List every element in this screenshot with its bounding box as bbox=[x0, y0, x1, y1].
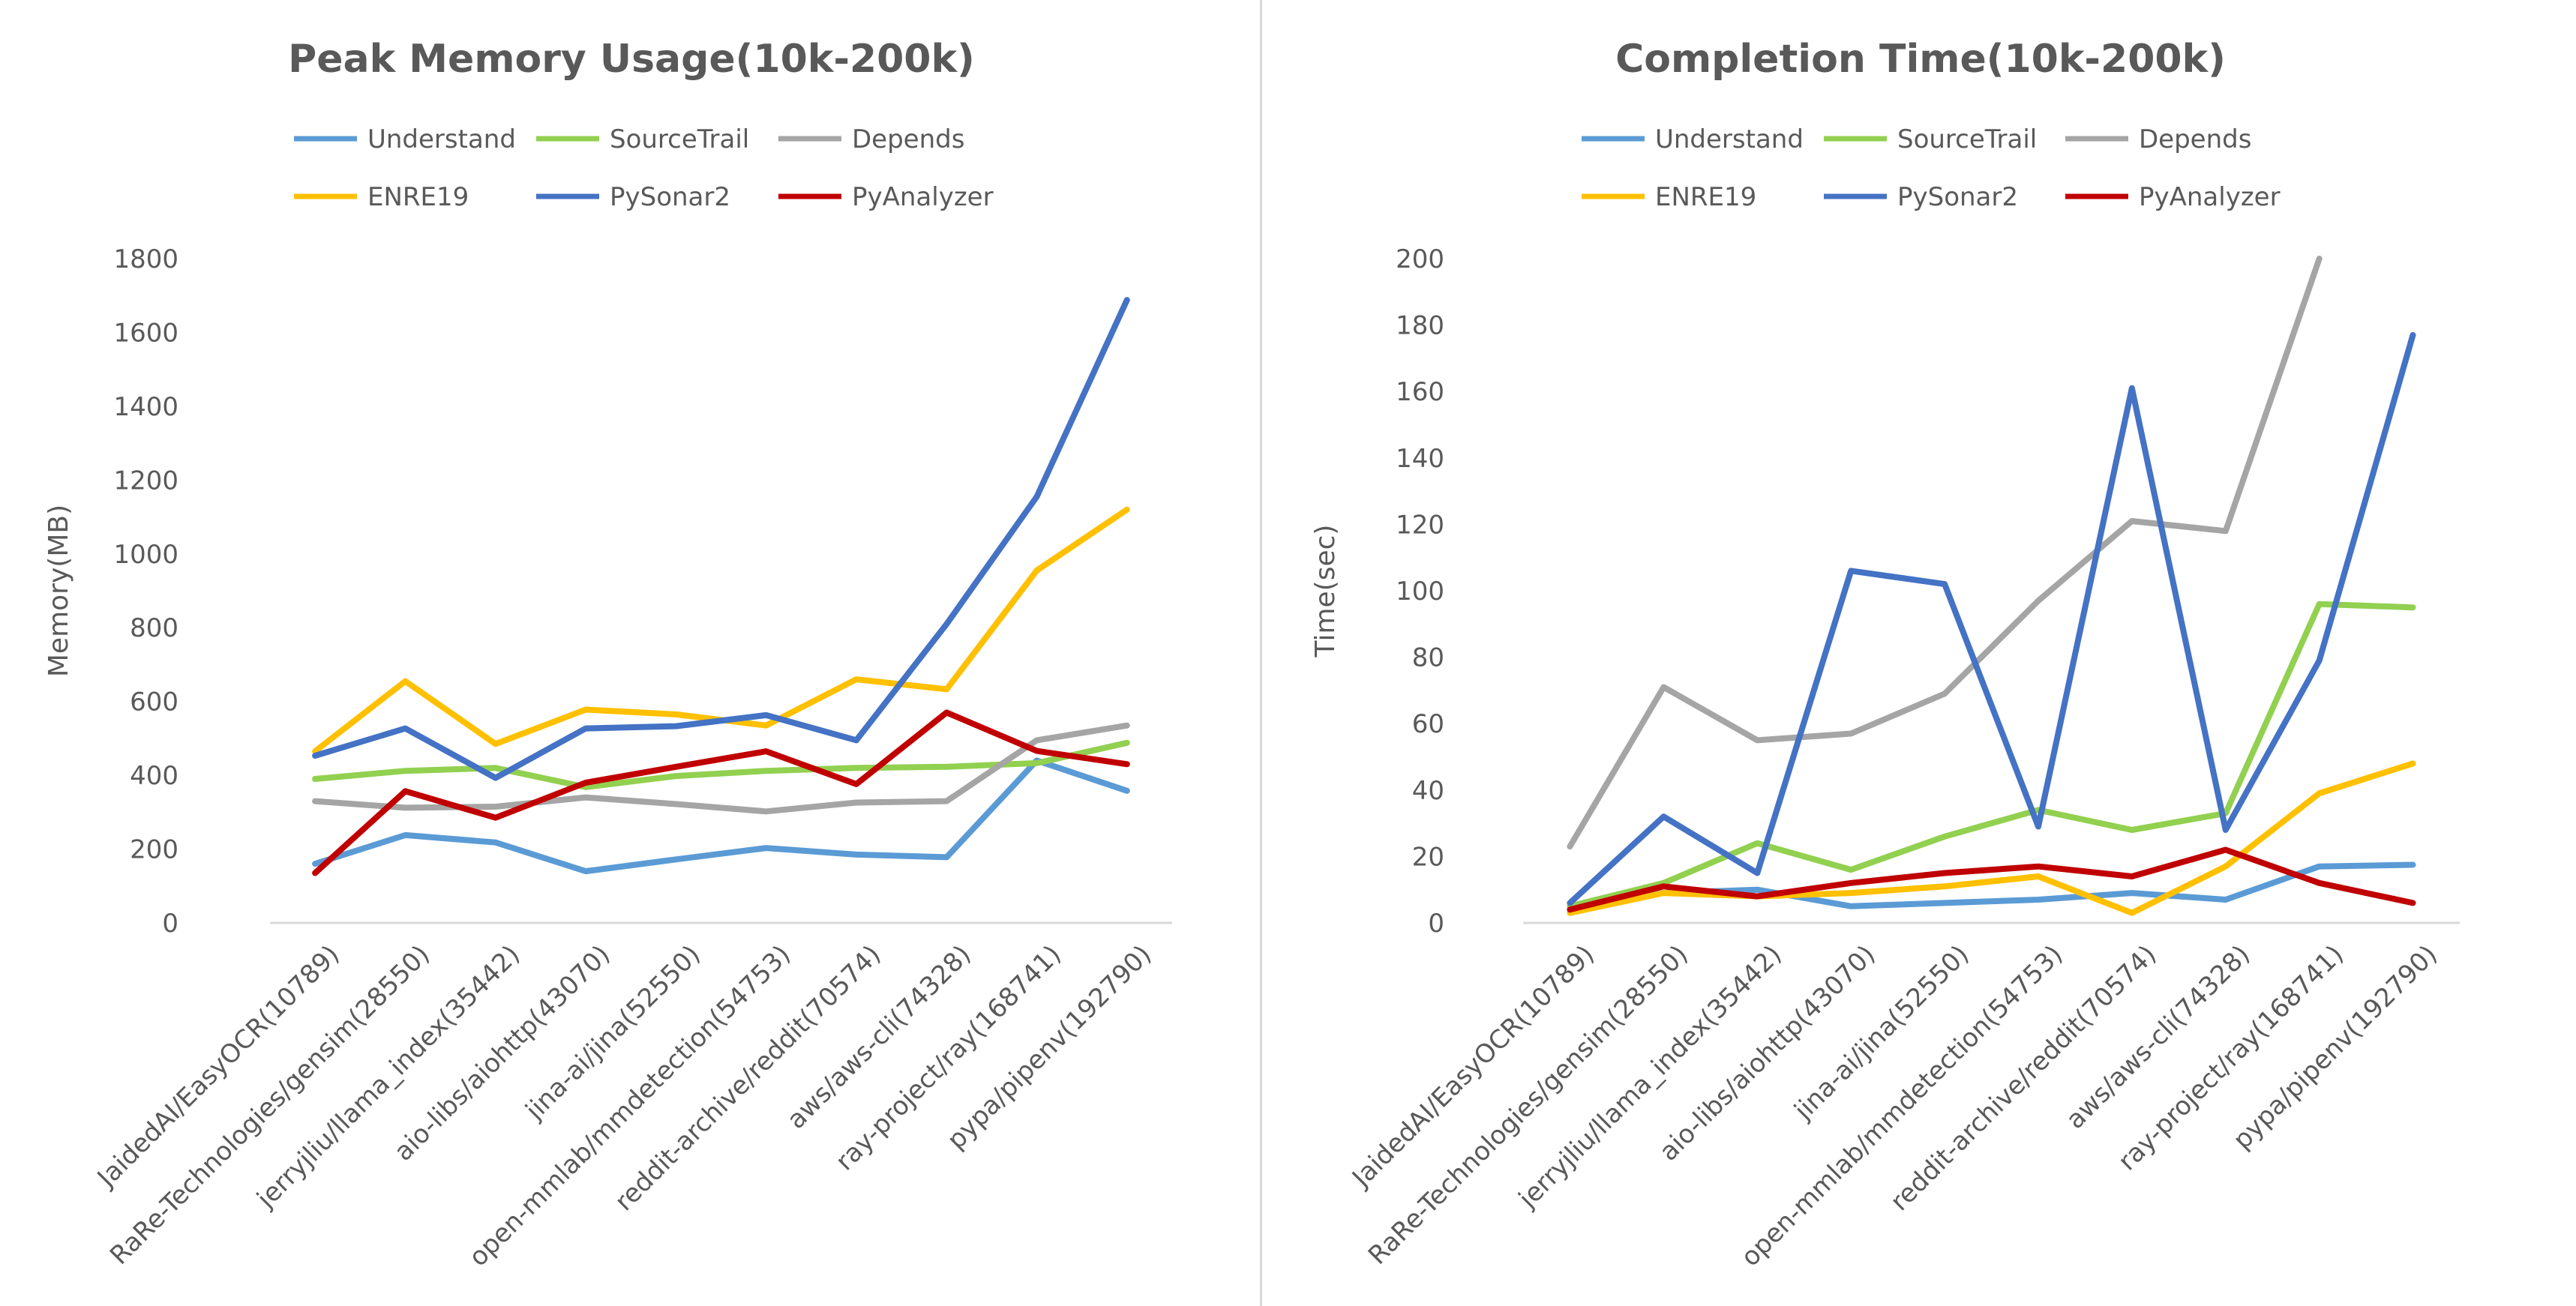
y-tick-label: 160 bbox=[1396, 377, 1444, 407]
chart-title: Peak Memory Usage(10k-200k) bbox=[288, 37, 975, 82]
y-tick-label: 20 bbox=[1412, 842, 1444, 872]
series-line-pysonar2 bbox=[1567, 331, 2416, 906]
series-line-depends bbox=[1567, 256, 2323, 850]
series-line-pysonar2 bbox=[312, 297, 1130, 781]
series-line-pyanalyzer bbox=[312, 709, 1130, 876]
legend-label-pyanalyzer: PyAnalyzer bbox=[852, 182, 994, 212]
time-chart-panel: Completion Time(10k-200k) Understand Sourc… bbox=[1264, 0, 2576, 1306]
series-line-pyanalyzer bbox=[1567, 846, 2416, 913]
series-layer bbox=[1567, 256, 2416, 916]
x-tick-label: aws/aws-cli(74328) bbox=[2060, 939, 2256, 1135]
series-line-enre19 bbox=[1567, 760, 2416, 916]
x-tick-label: RaRe-Technologies/gensim(28550) bbox=[104, 939, 436, 1271]
time-line-chart: Completion Time(10k-200k) Understand Sourc… bbox=[1310, 37, 2460, 1272]
legend-label-sourcetrail: SourceTrail bbox=[610, 124, 749, 154]
x-tick-label: open-mmlab/mmdetection(54753) bbox=[1735, 939, 2068, 1272]
y-tick-label: 1000 bbox=[113, 540, 178, 570]
legend-label-depends: Depends bbox=[852, 124, 964, 154]
y-tick-label: 1600 bbox=[113, 318, 178, 348]
y-tick-label: 1800 bbox=[113, 244, 178, 274]
y-tick-label: 140 bbox=[1396, 444, 1444, 474]
memory-chart-panel: Peak Memory Usage(10k-200k) Understand Sou… bbox=[0, 0, 1262, 1306]
y-tick-label: 600 bbox=[130, 687, 178, 717]
legend-label-enre19: ENRE19 bbox=[367, 182, 469, 212]
legend-label-understand: Understand bbox=[1655, 124, 1804, 154]
y-tick-label: 200 bbox=[1396, 244, 1444, 274]
y-tick-label: 1400 bbox=[113, 392, 178, 422]
y-tick-label: 180 bbox=[1396, 311, 1444, 341]
x-tick-label: RaRe-Technologies/gensim(28550) bbox=[1363, 939, 1694, 1271]
y-tick-label: 200 bbox=[130, 835, 178, 865]
series-line-understand bbox=[312, 757, 1130, 875]
series-layer bbox=[312, 297, 1130, 876]
x-tick-label: open-mmlab/mmdetection(54753) bbox=[463, 939, 796, 1272]
y-axis-title: Time(sec) bbox=[1310, 525, 1341, 658]
legend-label-sourcetrail: SourceTrail bbox=[1897, 124, 2037, 154]
y-tick-label: 400 bbox=[130, 761, 178, 791]
y-tick-label: 120 bbox=[1396, 510, 1444, 540]
series-line-sourcetrail bbox=[1567, 601, 2416, 909]
memory-line-chart: Peak Memory Usage(10k-200k) Understand Sou… bbox=[43, 37, 1172, 1272]
y-tick-label: 0 bbox=[162, 909, 178, 939]
y-tick-label: 100 bbox=[1396, 577, 1444, 607]
chart-title: Completion Time(10k-200k) bbox=[1615, 37, 2226, 82]
legend-label-pysonar2: PySonar2 bbox=[610, 182, 730, 212]
legend-label-pysonar2: PySonar2 bbox=[1897, 182, 2018, 212]
legend-label-enre19: ENRE19 bbox=[1655, 182, 1756, 212]
y-tick-label: 40 bbox=[1412, 776, 1444, 806]
y-tick-label: 800 bbox=[130, 613, 178, 643]
y-tick-label: 0 bbox=[1428, 909, 1444, 939]
legend-label-pyanalyzer: PyAnalyzer bbox=[2139, 182, 2281, 212]
y-tick-label: 60 bbox=[1412, 709, 1444, 739]
y-tick-label: 1200 bbox=[113, 466, 178, 496]
x-tick-label: jina-ai/jina(52550) bbox=[520, 939, 706, 1126]
y-axis-title: Memory(MB) bbox=[43, 505, 74, 677]
legend-label-understand: Understand bbox=[367, 124, 516, 154]
legend-label-depends: Depends bbox=[2139, 124, 2251, 154]
y-tick-label: 80 bbox=[1412, 643, 1444, 673]
series-line-sourcetrail bbox=[312, 739, 1130, 790]
x-tick-label: jina-ai/jina(52550) bbox=[1788, 939, 1975, 1126]
